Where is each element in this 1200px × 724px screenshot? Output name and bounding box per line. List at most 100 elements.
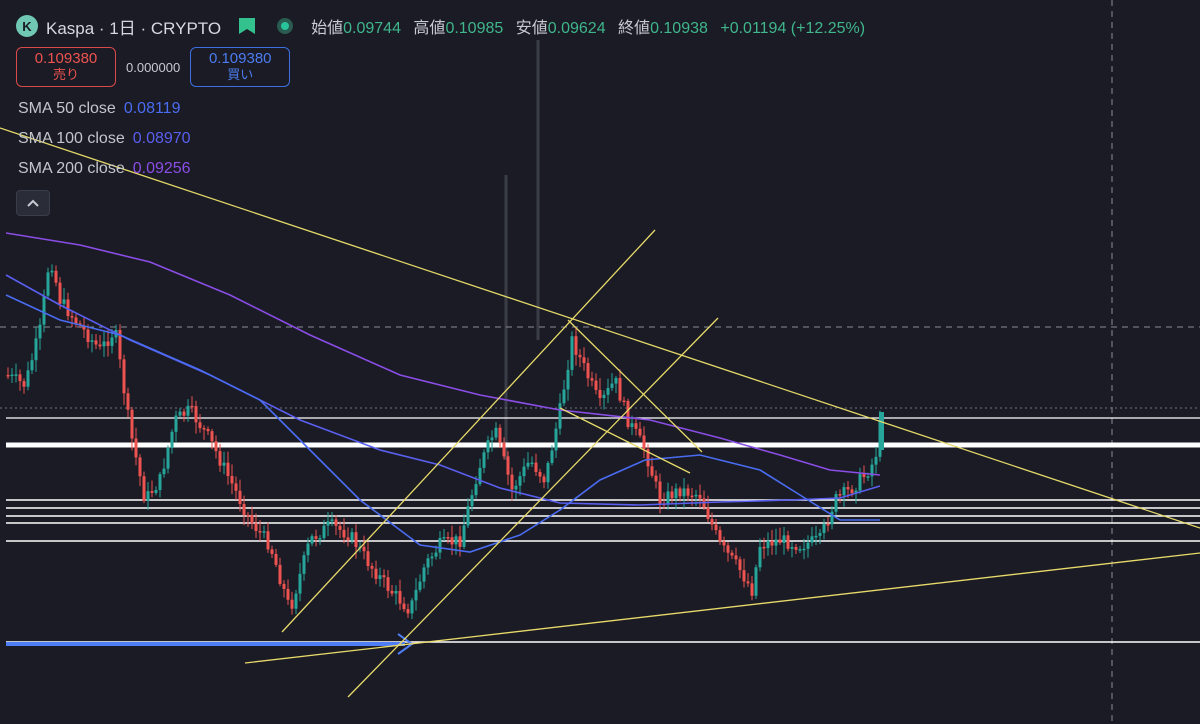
candle-body <box>42 295 46 325</box>
candle-body <box>478 467 482 485</box>
indicator-value: 0.08970 <box>132 130 191 147</box>
candle-body <box>814 535 818 538</box>
candle-body <box>554 428 558 451</box>
candle-body <box>678 488 682 497</box>
candle-body <box>786 535 790 549</box>
candle-body <box>498 427 502 443</box>
candle-body <box>46 272 50 296</box>
candle-body <box>818 533 822 536</box>
candle-body <box>654 475 658 482</box>
candle-body <box>154 489 158 493</box>
candle-body <box>790 547 794 549</box>
candle-body <box>730 552 734 556</box>
sell-button[interactable]: 0.109380 売り <box>16 47 116 87</box>
candle-body <box>426 558 430 568</box>
candle-body <box>190 405 194 408</box>
candle-body <box>130 409 134 439</box>
kaspa-logo-icon: K <box>16 15 38 37</box>
candle-body <box>758 546 762 568</box>
buy-button[interactable]: 0.109380 買い <box>190 47 291 87</box>
flag-icon[interactable] <box>239 18 256 34</box>
indicator-name: SMA 200 close <box>18 160 125 177</box>
candle-body <box>490 437 494 441</box>
candle-body <box>162 468 166 475</box>
candle-body <box>266 531 270 550</box>
indicator-name: SMA 100 close <box>18 130 125 147</box>
buy-label: 買い <box>227 67 254 82</box>
indicator-sma-50[interactable]: SMA 50 close 0.08119 <box>18 100 180 118</box>
candle-body <box>770 540 774 546</box>
collapse-chevron-icon <box>27 199 39 207</box>
collapse-indicators-button[interactable] <box>16 190 50 216</box>
candle-body <box>482 452 486 468</box>
candle-body <box>738 559 742 571</box>
candle-body <box>474 484 478 496</box>
symbol-header: K Kaspa · 1日 · CRYPTO 始値0.09744 高値0.1098… <box>16 12 873 40</box>
candle-body <box>646 449 650 467</box>
candle-body <box>586 363 590 379</box>
candle-body <box>94 340 98 345</box>
candle-body <box>414 589 418 601</box>
candle-body <box>470 495 474 507</box>
candle-body <box>798 549 802 551</box>
candle-body <box>270 549 274 554</box>
trade-panel: 0.109380 売り 0.000000 0.109380 買い <box>16 47 291 87</box>
candle-body <box>458 536 462 547</box>
candle-body <box>222 462 226 466</box>
candle-body <box>762 546 766 549</box>
indicator-name: SMA 50 close <box>18 100 116 117</box>
candle-body <box>838 494 842 496</box>
candle-body <box>778 539 782 543</box>
candle-body <box>82 325 86 330</box>
candle-body <box>338 525 342 530</box>
candle-body <box>726 545 730 553</box>
candle-body <box>326 521 330 526</box>
candle-body <box>298 573 302 594</box>
candle-body <box>830 511 834 525</box>
candle-body <box>122 359 126 394</box>
candle-body <box>879 412 884 450</box>
candle-body <box>846 487 850 490</box>
candle-body <box>38 324 42 339</box>
candle-body <box>714 524 718 531</box>
candle-body <box>26 370 30 387</box>
candle-body <box>406 609 410 614</box>
market-status-icon <box>277 18 294 34</box>
candle-body <box>806 542 810 549</box>
indicator-sma-200[interactable]: SMA 200 close 0.09256 <box>18 160 191 178</box>
candle-body <box>602 394 606 399</box>
candle-body <box>30 360 34 371</box>
sell-label: 売り <box>52 67 79 82</box>
spread-value: 0.000000 <box>126 59 181 75</box>
candle-body <box>510 474 514 490</box>
sma-50-line <box>5 294 880 553</box>
candle-body <box>202 428 206 430</box>
candle-body <box>506 456 510 475</box>
candle-body <box>854 490 858 494</box>
low-value: 0.09624 <box>547 20 606 37</box>
candle-body <box>686 488 690 496</box>
candle-body <box>822 524 826 534</box>
candle-body <box>206 429 210 432</box>
candle-body <box>246 514 250 517</box>
candle-body <box>238 490 242 505</box>
candle-body <box>578 354 582 358</box>
candle-body <box>66 299 70 317</box>
sma-200-line <box>5 232 881 476</box>
candle-body <box>766 540 770 549</box>
candle-body <box>22 381 26 387</box>
candle-body <box>430 556 434 559</box>
candle-body <box>158 474 162 490</box>
candle-body <box>574 336 578 355</box>
candle-body <box>442 537 446 539</box>
candle-body <box>782 535 786 543</box>
candle-body <box>690 495 694 498</box>
high-label: 高値 <box>413 20 446 37</box>
candle-body <box>834 494 838 512</box>
symbol-title[interactable]: Kaspa · 1日 · CRYPTO <box>46 18 222 38</box>
candle-body <box>590 378 594 381</box>
indicator-sma-100[interactable]: SMA 100 close 0.08970 <box>18 130 191 148</box>
candle-body <box>126 393 130 410</box>
candle-body <box>670 491 674 499</box>
